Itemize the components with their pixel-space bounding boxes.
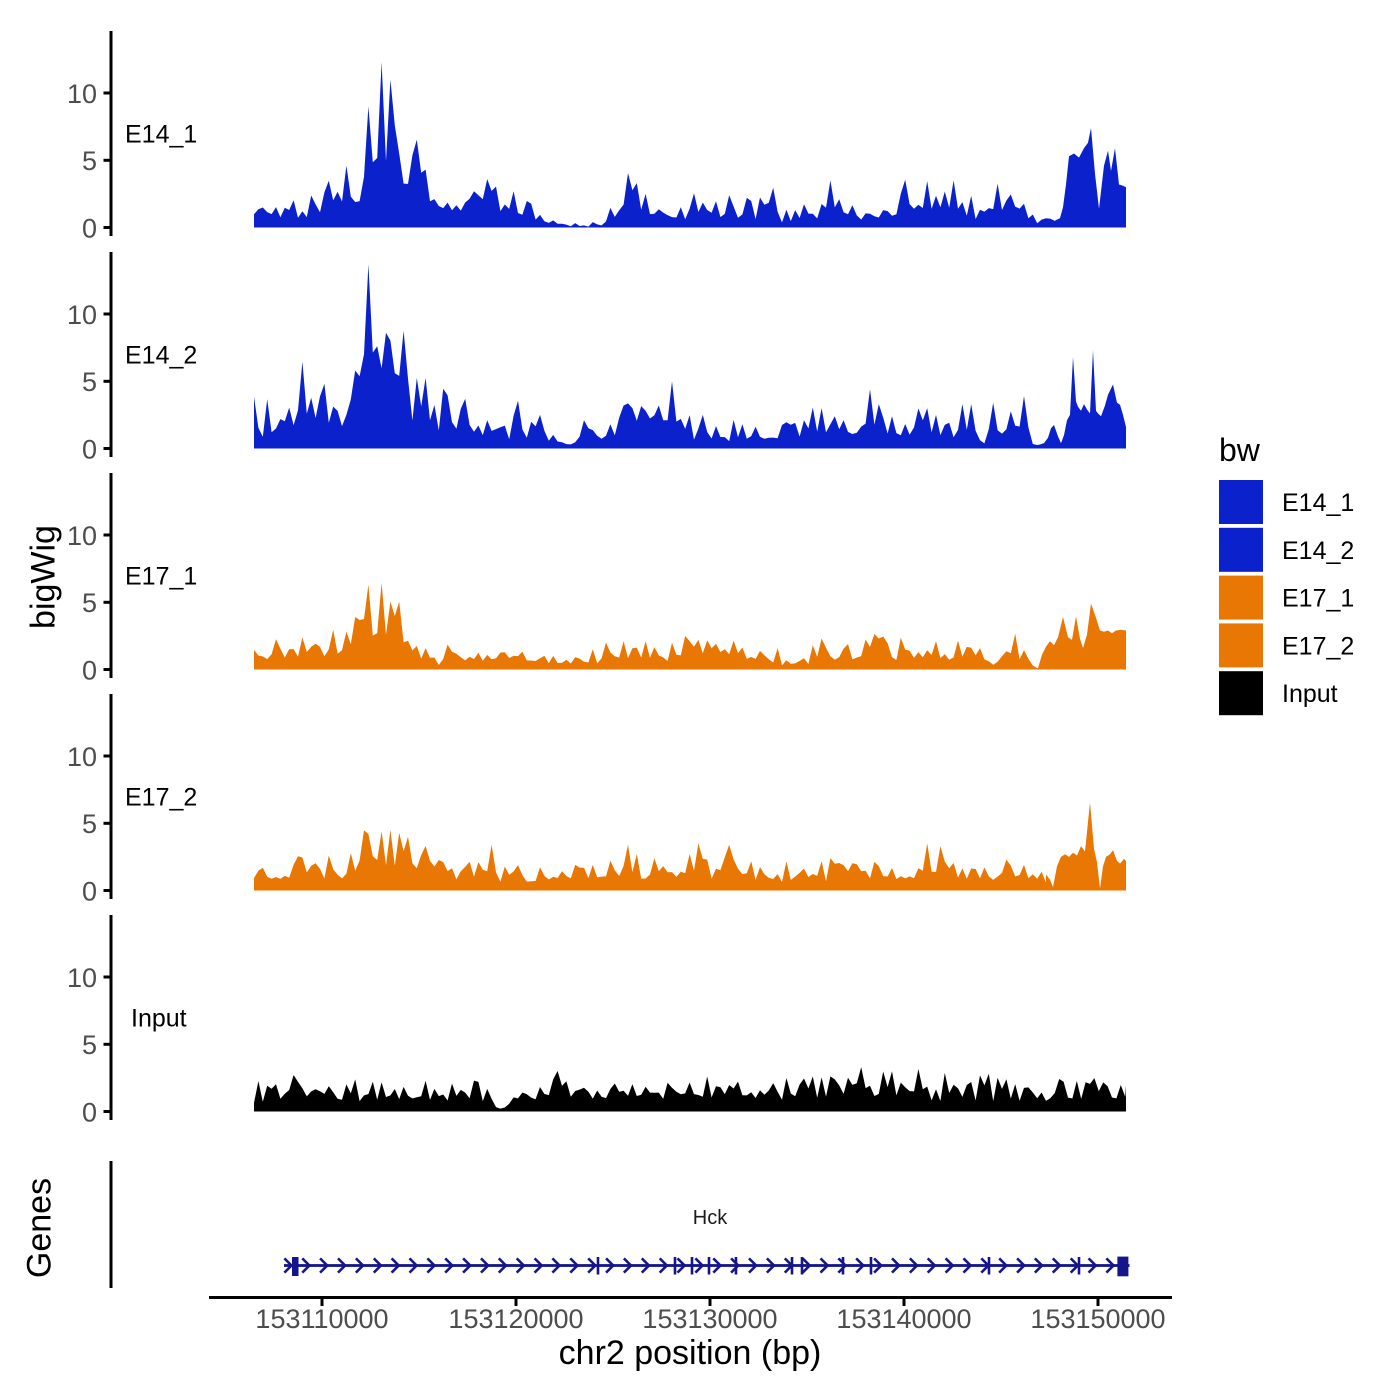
svg-text:10: 10 — [67, 742, 97, 772]
svg-text:E17_2: E17_2 — [1282, 632, 1354, 660]
svg-text:5: 5 — [82, 1030, 97, 1060]
svg-text:Genes: Genes — [21, 1178, 59, 1278]
svg-text:0: 0 — [82, 1097, 97, 1127]
svg-text:bw: bw — [1219, 432, 1261, 468]
svg-text:0: 0 — [82, 876, 97, 906]
svg-text:0: 0 — [82, 655, 97, 685]
svg-text:E14_2: E14_2 — [125, 342, 197, 370]
svg-text:153130000: 153130000 — [642, 1304, 777, 1334]
svg-text:E14_1: E14_1 — [125, 121, 197, 149]
svg-text:153110000: 153110000 — [255, 1304, 388, 1334]
svg-text:E17_1: E17_1 — [125, 563, 197, 591]
svg-text:chr2 position (bp): chr2 position (bp) — [559, 1334, 822, 1372]
svg-text:E17_1: E17_1 — [1282, 585, 1354, 613]
svg-text:153150000: 153150000 — [1030, 1304, 1165, 1334]
svg-text:153140000: 153140000 — [836, 1304, 971, 1334]
svg-text:bigWig: bigWig — [25, 525, 63, 629]
svg-text:Input: Input — [1282, 680, 1338, 708]
svg-text:5: 5 — [82, 146, 97, 176]
svg-text:5: 5 — [82, 809, 97, 839]
svg-text:Input: Input — [131, 1005, 187, 1033]
svg-text:5: 5 — [82, 367, 97, 397]
svg-text:10: 10 — [67, 300, 97, 330]
svg-text:Hck: Hck — [693, 1207, 728, 1229]
svg-text:0: 0 — [82, 213, 97, 243]
svg-text:E17_2: E17_2 — [125, 784, 197, 812]
svg-text:10: 10 — [67, 521, 97, 551]
svg-text:E14_1: E14_1 — [1282, 489, 1354, 517]
svg-text:E14_2: E14_2 — [1282, 537, 1354, 565]
svg-text:10: 10 — [67, 79, 97, 109]
svg-text:153120000: 153120000 — [448, 1304, 583, 1334]
svg-text:10: 10 — [67, 963, 97, 993]
svg-text:5: 5 — [82, 588, 97, 618]
svg-text:0: 0 — [82, 434, 97, 464]
